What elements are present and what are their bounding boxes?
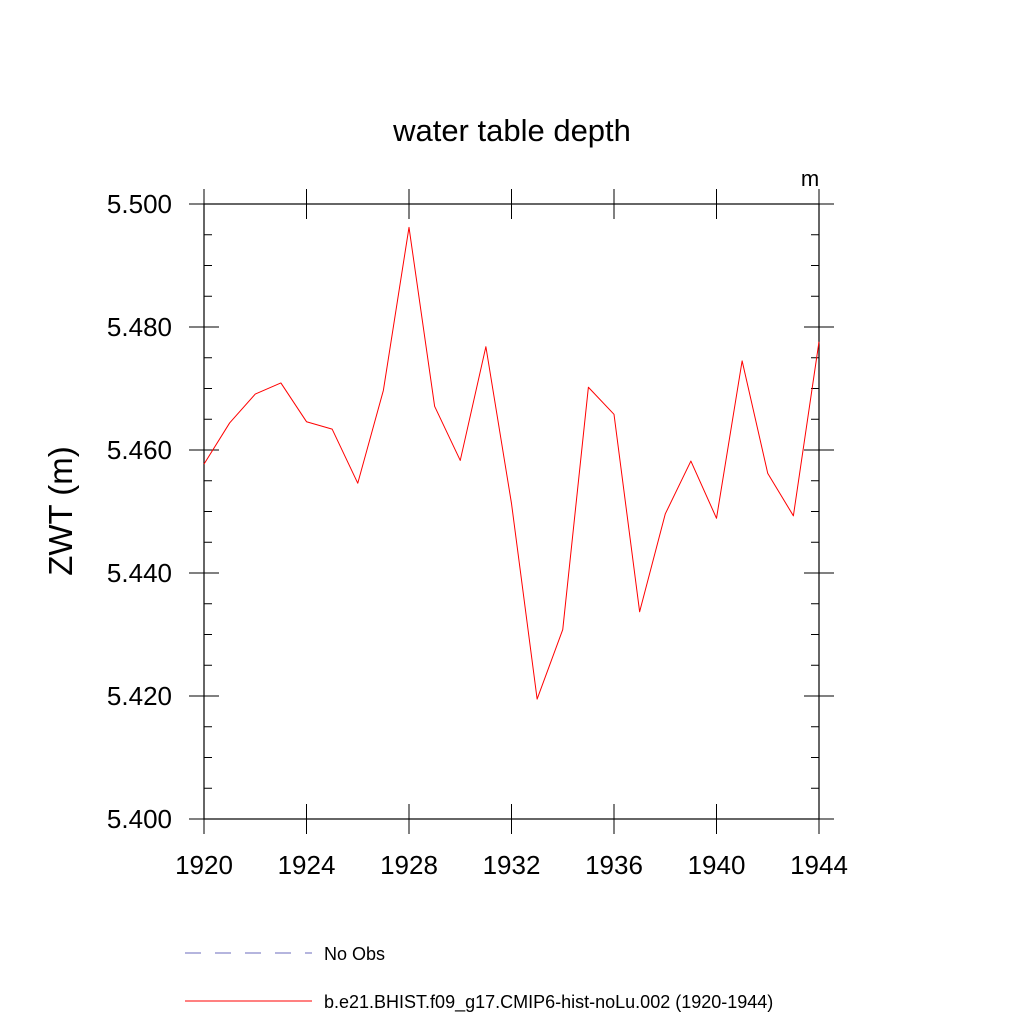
x-tick-label: 1920 (175, 850, 233, 880)
x-tick-label: 1924 (278, 850, 336, 880)
y-tick-label: 5.400 (107, 804, 172, 834)
y-tick-label: 5.440 (107, 558, 172, 588)
plot-border (203, 203, 820, 820)
units-label: m (801, 166, 819, 191)
plot-frame (203, 203, 820, 820)
x-tick-label: 1932 (483, 850, 541, 880)
legend-label: No Obs (324, 944, 385, 964)
chart-title: water table depth (392, 113, 631, 148)
x-tick-label: 1936 (585, 850, 643, 880)
y-tick-label: 5.500 (107, 189, 172, 219)
y-tick-label: 5.420 (107, 681, 172, 711)
x-tick-label: 1928 (380, 850, 438, 880)
y-tick-label: 5.480 (107, 312, 172, 342)
legend: No Obs b.e21.BHIST.f09_g17.CMIP6-hist-noL… (185, 944, 773, 1013)
axis-tick-labels: 1920 1924 1928 1932 1936 1940 1944 5.400 5.420 5.… (107, 189, 848, 880)
x-tick-label: 1944 (790, 850, 848, 880)
x-tick-label: 1940 (688, 850, 746, 880)
y-axis-label: ZWT (m) (42, 446, 79, 576)
legend-label: b.e21.BHIST.f09_g17.CMIP6-hist-noLu.002 … (324, 992, 773, 1013)
series-line (203, 226, 820, 700)
data-series (203, 226, 820, 700)
axis-ticks (189, 189, 834, 834)
y-tick-label: 5.460 (107, 435, 172, 465)
